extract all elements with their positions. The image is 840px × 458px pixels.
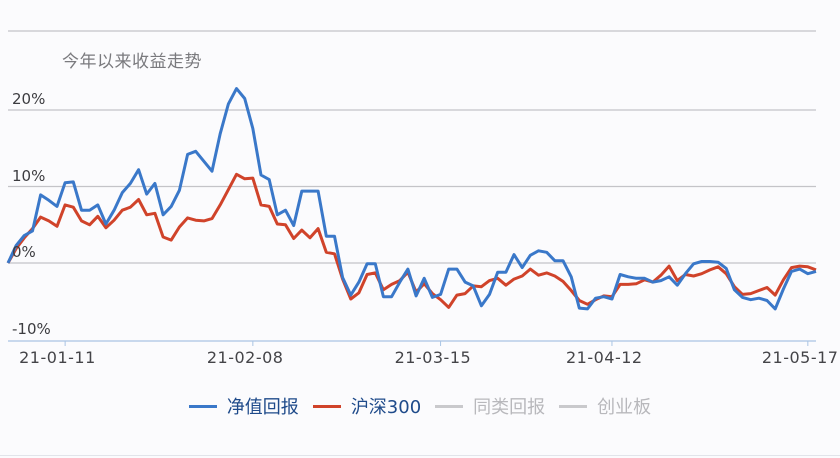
bottom-divider — [0, 455, 840, 456]
legend-swatch-icon — [559, 404, 588, 408]
legend-swatch-icon — [312, 404, 341, 408]
legend-label: 创业板 — [597, 397, 652, 418]
legend-item-chinext[interactable]: 创业板 — [559, 393, 651, 419]
x-axis-label: 21-01-11 — [19, 348, 96, 367]
x-axis-label: 21-04-12 — [565, 348, 643, 367]
legend-label: 净值回报 — [226, 397, 299, 418]
legend-item-peer-return[interactable]: 同类回报 — [435, 393, 545, 419]
y-axis-label: 10% — [12, 166, 46, 185]
series-lines — [6, 87, 817, 311]
legend-label: 沪深300 — [350, 397, 422, 418]
x-axis — [8, 340, 816, 346]
legend-swatch-icon — [435, 404, 464, 408]
y-axis-label: -10% — [12, 319, 51, 338]
legend-item-nav-return[interactable]: 净值回报 — [188, 393, 299, 419]
legend-item-csi300[interactable]: 沪深300 — [312, 393, 422, 419]
legend-label: 同类回报 — [473, 397, 546, 418]
x-axis-label: 21-03-15 — [394, 348, 472, 367]
series-line — [6, 87, 817, 311]
x-axis-label: 21-02-08 — [206, 348, 284, 367]
x-axis-label: 21-05-17 — [761, 348, 839, 367]
y-axis-label: 20% — [12, 90, 46, 108]
y-axis-label: 0% — [12, 243, 36, 261]
chart-title: 今年以来收益走势 — [62, 52, 202, 72]
legend: 净值回报 沪深300 同类回报 创业板 — [0, 393, 840, 419]
legend-swatch-icon — [188, 404, 217, 408]
